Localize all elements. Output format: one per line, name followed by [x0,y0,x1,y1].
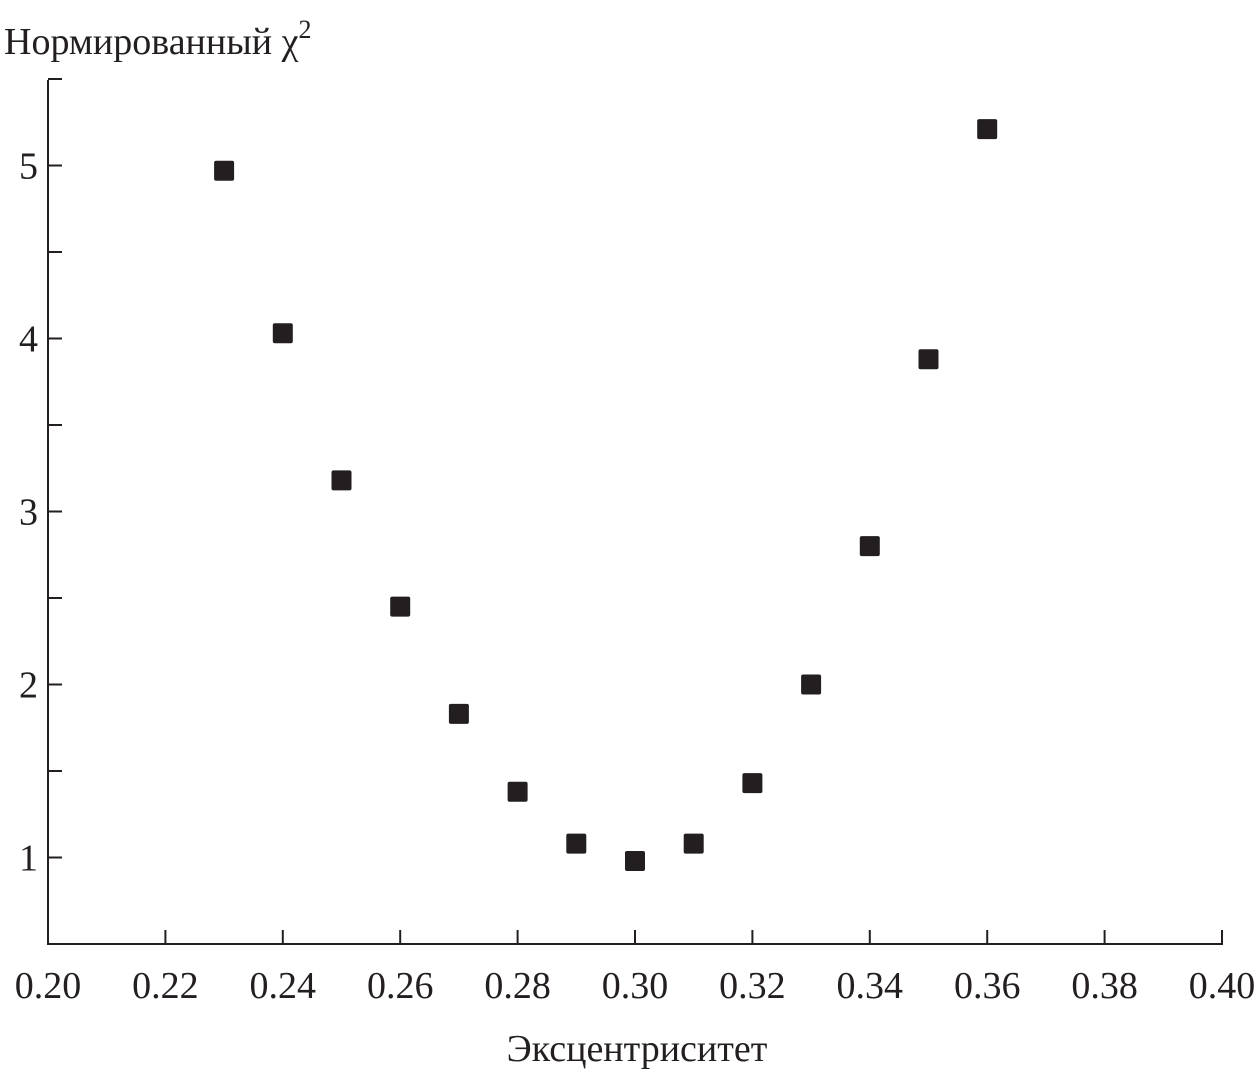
x-tick-label: 0.38 [1071,965,1138,1007]
y-tick-label: 1 [19,838,38,880]
data-point [742,773,763,794]
data-point [331,470,352,491]
x-tick-label: 0.36 [954,965,1021,1007]
x-tick-label: 0.20 [15,965,82,1007]
data-point [977,119,998,140]
data-point [448,703,469,724]
x-tick-label: 0.24 [250,965,317,1007]
x-tick-label: 0.32 [719,965,786,1007]
x-tick-label: 0.22 [132,965,199,1007]
y-tick-label: 5 [19,146,38,188]
data-point [507,781,528,802]
y-axis-label-superscript: 2 [298,15,311,44]
x-tick-label: 0.40 [1189,965,1256,1007]
data-point [683,833,704,854]
x-tick-label: 0.26 [367,965,434,1007]
x-axis-label: Эксцентриситет [507,1028,768,1070]
y-tick-label: 3 [19,492,38,534]
data-point [272,323,293,344]
y-tick-label: 2 [19,665,38,707]
data-point [859,536,880,557]
data-point [625,850,645,871]
data-point [566,833,587,854]
y-tick-label: 4 [19,319,38,361]
data-point [801,674,822,695]
x-tick-label: 0.30 [602,965,669,1007]
x-tick-label: 0.34 [837,965,904,1007]
data-point [918,349,939,370]
data-point [214,160,235,181]
y-axis-label: Нормированный χ2 [4,15,311,63]
data-point [390,596,411,617]
x-tick-label: 0.28 [484,965,551,1007]
